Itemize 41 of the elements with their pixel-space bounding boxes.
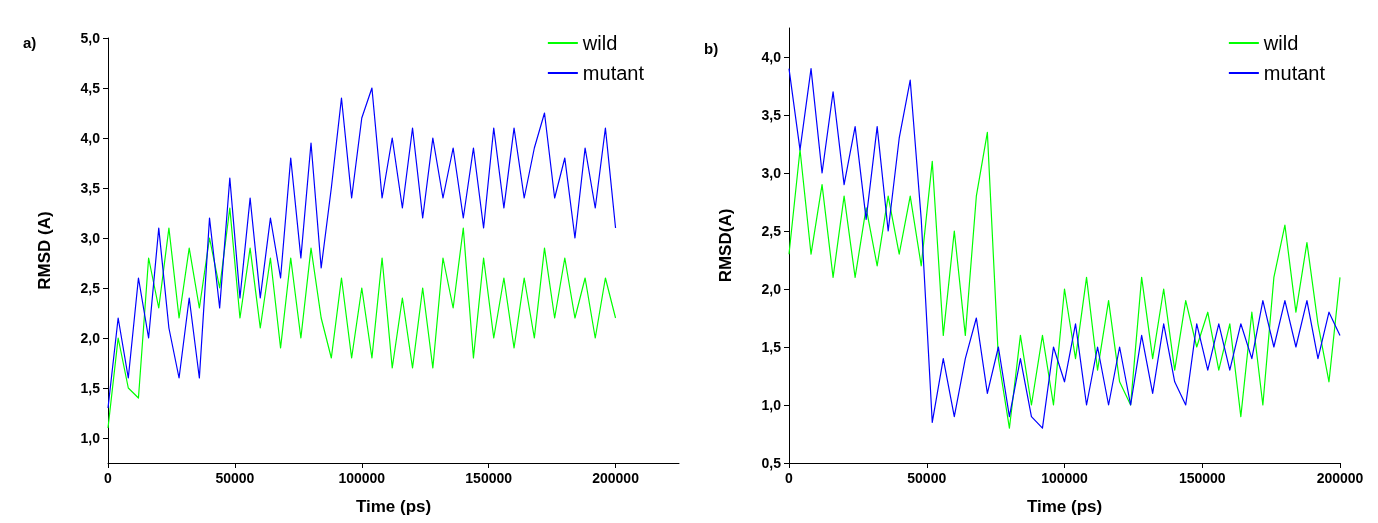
x-axis-title: Time (ps) [355,497,432,516]
y-tick-label: 0,5 [761,455,782,471]
y-tick-label: 1,5 [80,380,101,396]
line-series [107,207,617,429]
y-tick-label: 1,5 [761,339,782,355]
y-tick-label: 4,0 [761,49,782,65]
x-tick-label: 50000 [215,470,255,486]
text: b) [704,40,719,57]
x-tick-label: 0 [785,470,794,486]
legend-label: mutant [1263,62,1326,84]
y-tick-label: 3,0 [80,230,101,246]
y-axis-title: RMSD (A) [35,211,54,290]
x-tick-label: 100000 [338,470,386,486]
x-tick-label: 200000 [1316,470,1364,486]
y-tick-label: 3,5 [761,107,782,123]
legend-label: wild [1262,32,1299,54]
y-tick-label: 1,0 [761,397,782,413]
y-tick-label: 2,0 [761,281,782,297]
x-tick-label: 150000 [1178,470,1226,486]
y-tick-label: 5,0 [80,30,101,46]
y-tick-label: 3,5 [80,180,101,196]
line-series [107,87,617,409]
y-tick-label: 2,5 [761,223,782,239]
x-tick-label: 0 [104,470,113,486]
x-tick-label: 150000 [465,470,513,486]
y-tick-label: 2,5 [80,280,101,296]
y-axis-title: RMSD(A) [716,208,735,283]
x-tick-label: 50000 [907,470,947,486]
legend-label: mutant [582,62,645,84]
legend-label: wild [581,32,618,54]
y-tick-label: 4,0 [80,130,101,146]
line-series [788,68,1341,429]
x-tick-label: 200000 [592,470,640,486]
x-axis-title: Time (ps) [1026,497,1103,516]
y-tick-label: 1,0 [80,430,101,446]
y-tick-label: 4,5 [80,80,101,96]
chart-title: a) [23,34,37,51]
line-series [788,131,1341,429]
x-tick-label: 100000 [1041,470,1089,486]
y-tick-label: 2,0 [80,330,101,346]
y-tick-label: 3,0 [761,165,782,181]
